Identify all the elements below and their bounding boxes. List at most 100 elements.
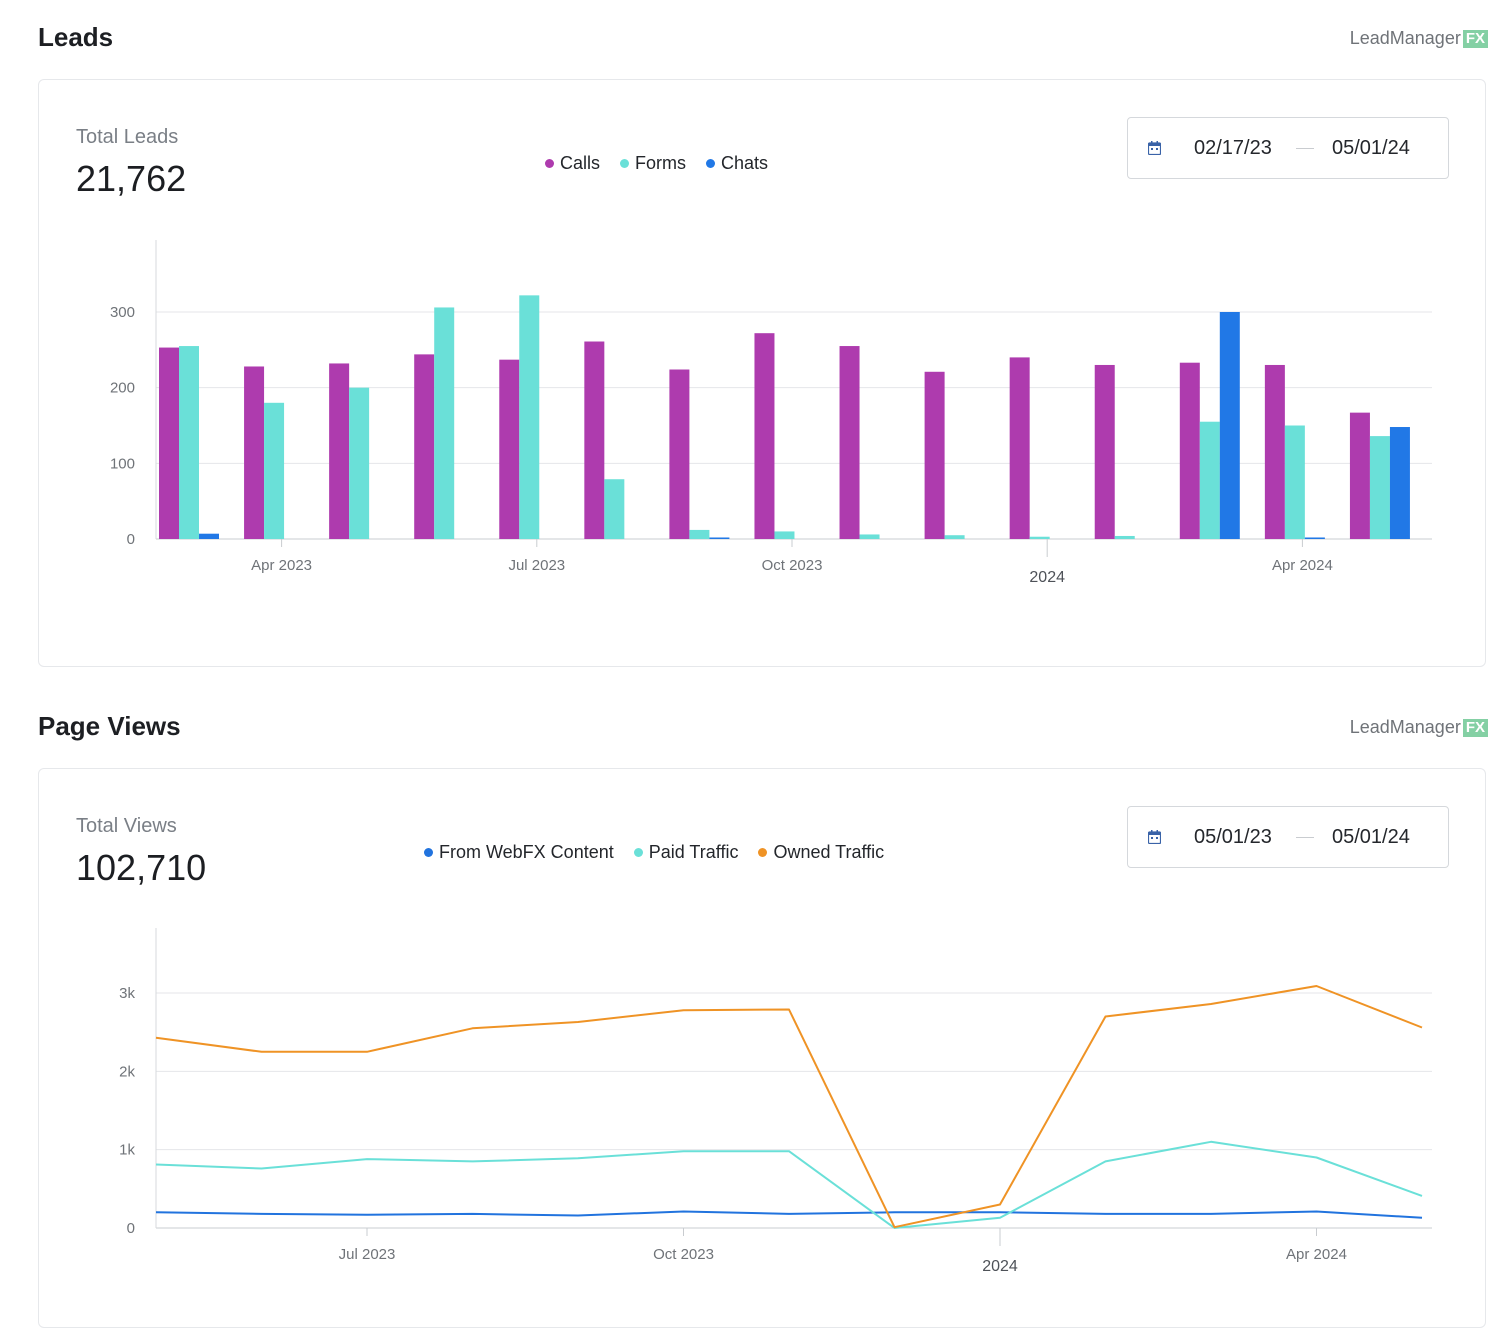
date-separator [1296,148,1314,149]
total-views-label: Total Views [76,815,177,837]
bar-forms [179,346,199,539]
x-tick-label: Oct 2023 [653,1246,714,1263]
bar-calls [414,354,435,539]
bar-forms [519,295,540,539]
x-tick-label: Apr 2024 [1286,1246,1347,1263]
bar-calls [669,369,690,539]
line-owned-traffic [155,985,1423,1229]
bar-calls [1094,364,1115,539]
bar-calls [839,346,860,539]
leads-section-title: Leads [38,22,114,52]
leads-date-end[interactable]: 05/01/24 [1332,136,1410,159]
legend-dot-owned-traffic [758,848,768,857]
brand-name: LeadManager [1349,717,1461,737]
bar-forms [944,535,965,539]
y-tick-label: 1k [119,1142,135,1159]
bar-forms [349,387,370,539]
legend-dot-webfx-content [424,848,433,857]
legend-dot-chats [706,159,716,168]
bar-forms [1114,535,1135,539]
y-tick-label: 3k [119,985,135,1002]
leads-date-start[interactable]: 02/17/23 [1194,136,1272,159]
legend-item-chats[interactable]: Chats [706,153,768,174]
bar-calls [329,363,350,539]
bar-forms [1199,421,1220,539]
calendar-icon [1148,141,1161,155]
y-tick-label: 300 [110,304,135,321]
bar-calls [1009,357,1030,539]
bar-forms [774,531,795,539]
bar-chats [709,537,730,539]
line-paid-traffic [155,1140,1423,1229]
x-tick-label: Apr 2023 [251,557,312,574]
legend-item-owned-traffic[interactable]: Owned Traffic [758,842,884,863]
date-separator [1296,837,1314,838]
x-tick-label: Apr 2024 [1272,557,1333,574]
bar-forms [689,529,710,539]
bar-forms [1284,425,1305,539]
legend-label-webfx-content: From WebFX Content [439,842,614,862]
y-tick-label: 0 [127,531,135,548]
brand-fx-badge: FX [1462,718,1488,737]
bar-calls [499,359,520,539]
legend-item-paid-traffic[interactable]: Paid Traffic [633,842,739,863]
page-views-section-title: Page Views [38,711,181,741]
bar-calls [244,366,265,539]
leadmanager-logo-2: LeadManager FX [1350,717,1488,738]
legend-label-paid-traffic: Paid Traffic [648,842,739,862]
line-from-webfx-content [155,1210,1423,1219]
legend-item-webfx-content[interactable]: From WebFX Content [424,842,614,863]
page-views-date-range-picker[interactable]: 05/01/23 05/01/24 [1127,806,1449,868]
x-tick-label: Jul 2023 [339,1246,396,1263]
brand-name: LeadManager [1349,28,1461,48]
bar-forms [1029,536,1050,539]
bar-forms [264,402,285,539]
legend-label-owned-traffic: Owned Traffic [773,842,885,862]
page-views-date-start[interactable]: 05/01/23 [1194,825,1272,848]
bar-forms [604,479,625,539]
bar-chats [199,533,219,539]
bar-forms [859,534,880,539]
total-leads-label: Total Leads [76,126,179,148]
x-tick-label: Oct 2023 [762,557,823,574]
leads-legend: Calls Forms Chats [545,153,768,174]
page-views-legend: From WebFX Content Paid Traffic Owned Tr… [424,842,884,863]
bar-chats [1304,537,1325,539]
x-tick-label: 2024 [1029,569,1065,586]
bar-forms [1369,436,1390,539]
page-views-card: Total Views 102,710 From WebFX Content P… [38,768,1486,1328]
legend-label-chats: Chats [721,153,769,173]
bar-calls [1179,362,1200,539]
legend-item-calls[interactable]: Calls [545,153,600,174]
x-tick-label: Jul 2023 [508,557,565,574]
leads-date-range-picker[interactable]: 02/17/23 05/01/24 [1127,117,1449,179]
bar-chats [1389,427,1410,539]
total-views-value: 102,710 [76,847,207,888]
legend-dot-calls [545,159,554,168]
bar-calls [924,371,945,539]
x-tick-label: 2024 [982,1258,1018,1275]
legend-label-forms: Forms [635,153,687,173]
legend-dot-forms [620,159,630,168]
legend-label-calls: Calls [560,153,601,173]
y-tick-label: 100 [110,455,135,472]
legend-item-forms[interactable]: Forms [620,153,686,174]
y-tick-label: 200 [110,380,135,397]
bar-calls [1264,364,1285,539]
y-tick-label: 2k [119,1063,135,1080]
y-tick-label: 0 [127,1220,135,1237]
leadmanager-logo: LeadManager FX [1350,28,1488,49]
brand-fx-badge: FX [1462,29,1488,48]
legend-dot-paid-traffic [633,848,643,857]
leads-card: Total Leads 21,762 Calls Forms Chats 02/… [38,79,1486,667]
bar-chats [1219,312,1240,539]
bar-calls [159,347,179,539]
bar-forms [434,307,455,539]
bar-calls [584,341,605,539]
calendar-icon [1148,830,1161,844]
total-leads-value: 21,762 [76,158,187,199]
bar-calls [754,333,775,539]
page-views-date-end[interactable]: 05/01/24 [1332,825,1410,848]
